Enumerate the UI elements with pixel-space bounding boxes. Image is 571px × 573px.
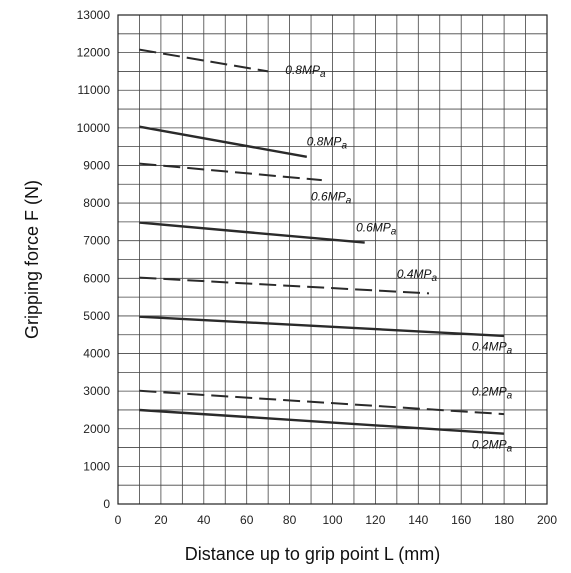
series-labels: 0.8MPa0.8MPa0.6MPa0.6MPa0.4MPa0.4MPa0.2M… — [285, 63, 512, 455]
series-line-dashed — [139, 48, 269, 73]
series-label: 0.4MPa — [472, 340, 513, 357]
x-axis-title: Distance up to grip point L (mm) — [185, 544, 440, 564]
series-label-main: 0.8MP — [307, 135, 342, 149]
x-tick-label: 120 — [365, 513, 385, 527]
series-label-main: 0.2MP — [472, 384, 507, 398]
series-label-main: 0.6MP — [356, 221, 391, 235]
series-label-main: 0.4MP — [472, 340, 507, 354]
series-label-sub: a — [507, 444, 513, 455]
x-tick-label: 60 — [240, 513, 254, 527]
x-tick-label: 200 — [537, 513, 557, 527]
grid — [117, 14, 548, 505]
y-axis-title: Gripping force F (N) — [22, 180, 42, 339]
y-tick-label: 0 — [103, 497, 110, 511]
y-tick-label: 13000 — [77, 8, 111, 22]
series-label: 0.6MPa — [356, 221, 397, 238]
series-line-solid — [139, 125, 308, 158]
x-tick-label: 140 — [408, 513, 428, 527]
series-label-sub: a — [320, 69, 326, 80]
x-tick-label: 160 — [451, 513, 471, 527]
y-tick-label: 10000 — [77, 121, 111, 135]
y-tick-label: 12000 — [77, 46, 111, 60]
y-tick-label: 1000 — [83, 459, 110, 473]
x-tick-label: 0 — [115, 513, 122, 527]
plot-frame — [117, 14, 548, 505]
series-line-dashed — [139, 389, 505, 416]
y-tick-label: 6000 — [83, 271, 110, 285]
series-label-main: 0.8MP — [285, 63, 320, 77]
series-label-sub: a — [391, 227, 397, 238]
x-tick-label: 80 — [283, 513, 297, 527]
series-label-sub: a — [507, 346, 513, 357]
series-line-dashed — [139, 276, 430, 295]
series-label: 0.4MPa — [397, 267, 438, 284]
series-label: 0.8MPa — [285, 63, 326, 80]
series-line-dashed — [139, 162, 322, 182]
y-tick-label: 5000 — [83, 309, 110, 323]
series-label-sub: a — [341, 141, 347, 152]
x-tick-label: 180 — [494, 513, 514, 527]
y-tick-label: 2000 — [83, 422, 110, 436]
series-line-solid — [139, 221, 365, 244]
series-label: 0.6MPa — [311, 189, 352, 206]
y-tick-label: 11000 — [78, 83, 111, 97]
series-label-main: 0.2MP — [472, 438, 507, 452]
y-tick-labels: 0 1000 2000 3000 4000 5000 6000 7000 8000 9000 100… — [77, 8, 111, 511]
series-label-sub: a — [432, 273, 438, 284]
series-line-solid — [139, 408, 505, 435]
y-tick-label: 7000 — [83, 234, 110, 248]
series-label: 0.2MPa — [472, 384, 513, 401]
x-tick-label: 20 — [154, 513, 168, 527]
series-label-main: 0.6MP — [311, 189, 346, 203]
y-tick-label: 4000 — [83, 347, 110, 361]
series-label: 0.2MPa — [472, 438, 513, 455]
x-tick-label: 100 — [322, 513, 342, 527]
y-tick-label: 9000 — [83, 158, 110, 172]
series-label-sub: a — [507, 390, 513, 401]
series-label: 0.8MPa — [307, 135, 348, 152]
series-label-sub: a — [346, 195, 352, 206]
x-tick-labels: 0 20 40 60 80 100 120 140 160 180 200 — [115, 513, 558, 527]
y-tick-label: 3000 — [83, 384, 110, 398]
y-tick-label: 8000 — [83, 196, 110, 210]
series-label-main: 0.4MP — [397, 267, 432, 281]
x-tick-label: 40 — [197, 513, 211, 527]
series-line-solid — [139, 315, 505, 338]
series-lines — [139, 48, 505, 435]
